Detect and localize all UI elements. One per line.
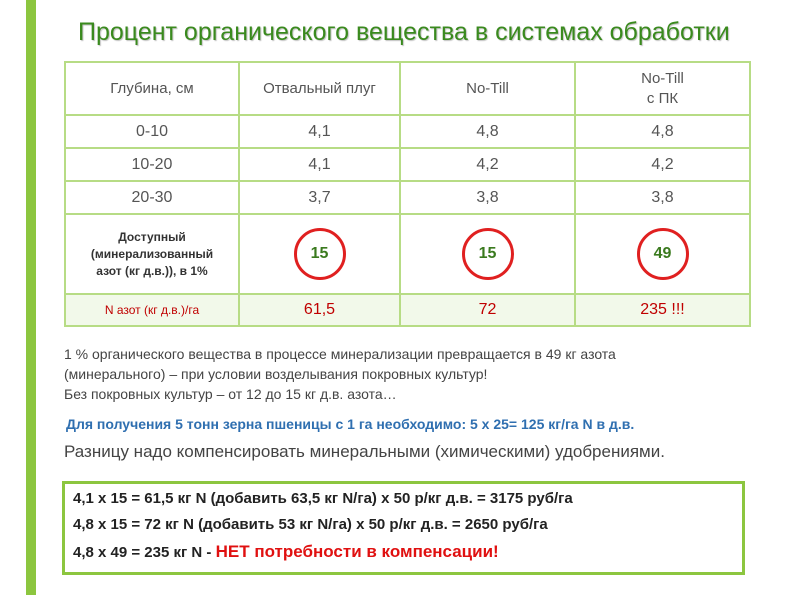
nitrogen-cell: 15 [399, 213, 576, 295]
table-cell: 4,1 [238, 114, 401, 149]
calc-line3-prefix: 4,8 х 49 = 235 кг N - [73, 544, 212, 561]
calc-line-notill-pk: 4,8 х 49 = 235 кг N - НЕТ потребности в … [73, 542, 499, 562]
nitrogen-cell: 49 [574, 213, 751, 295]
table-cell: 4,8 [574, 114, 751, 149]
table-cell: 3,7 [238, 180, 401, 215]
note-line: 1 % органического вещества в процессе ми… [64, 346, 616, 362]
circled-value: 15 [293, 228, 346, 280]
compensation-text: Разницу надо компенсировать минеральными… [64, 442, 665, 461]
no-compensation-alert: НЕТ потребности в компенсации! [215, 542, 499, 561]
nitrogen-row: Доступный (минерализованный азот (кг д.в… [64, 213, 751, 295]
header-notill-pk-line1: No-Till [641, 69, 684, 87]
table-row: 20-30 3,7 3,8 3,8 [64, 180, 751, 215]
calc-line-plow: 4,1 х 15 = 61,5 кг N (добавить 63,5 кг N… [73, 490, 573, 507]
header-notill-pk-line2: с ПК [646, 89, 679, 107]
total-nitrogen-label: N азот (кг д.в.)/га [64, 293, 240, 327]
total-nitrogen-row: N азот (кг д.в.)/га 61,5 72 235 !!! [64, 293, 751, 327]
nitrogen-label-line3: азот (кг д.в.)), в 1% [96, 263, 208, 278]
table-row: 0-10 4,1 4,8 4,8 [64, 114, 751, 149]
header-depth: Глубина, см [64, 61, 240, 116]
page-title: Процент органического вещества в система… [78, 18, 730, 46]
nitrogen-label: Доступный (минерализованный азот (кг д.в… [64, 213, 240, 295]
table-cell: 4,2 [574, 147, 751, 182]
table-cell: 3,8 [574, 180, 751, 215]
table-row: 10-20 4,1 4,2 4,2 [64, 147, 751, 182]
circled-value: 49 [636, 228, 689, 280]
wheat-requirement-text: Для получения 5 тонн зерна пшеницы с 1 г… [66, 416, 635, 432]
calc-line-notill: 4,8 х 15 = 72 кг N (добавить 53 кг N/га)… [73, 516, 548, 533]
mineralization-note: 1 % органического вещества в процессе ми… [64, 344, 764, 404]
header-notill: No-Till [399, 61, 576, 116]
header-notill-pk: No-Till с ПК [574, 61, 751, 116]
total-cell: 61,5 [238, 293, 401, 327]
table-cell: 10-20 [64, 147, 240, 182]
table-header-row: Глубина, см Отвальный плуг No-Till No-Ti… [64, 61, 751, 116]
table-cell: 0-10 [64, 114, 240, 149]
calculation-box: 4,1 х 15 = 61,5 кг N (добавить 63,5 кг N… [62, 481, 745, 575]
table-cell: 4,2 [399, 147, 576, 182]
total-cell: 72 [399, 293, 576, 327]
organic-matter-table: Глубина, см Отвальный плуг No-Till No-Ti… [64, 61, 751, 327]
table-cell: 4,8 [399, 114, 576, 149]
note-line: (минерального) – при условии возделывани… [64, 366, 488, 382]
total-cell: 235 !!! [574, 293, 751, 327]
circled-value: 15 [461, 228, 514, 280]
nitrogen-cell: 15 [238, 213, 401, 295]
table-cell: 4,1 [238, 147, 401, 182]
note-line: Без покровных культур – от 12 до 15 кг д… [64, 386, 397, 402]
table-cell: 20-30 [64, 180, 240, 215]
left-accent-bar [26, 0, 36, 595]
header-plow: Отвальный плуг [238, 61, 401, 116]
table-cell: 3,8 [399, 180, 576, 215]
nitrogen-label-line1: Доступный [118, 229, 186, 244]
nitrogen-label-line2: (минерализованный [90, 246, 214, 261]
